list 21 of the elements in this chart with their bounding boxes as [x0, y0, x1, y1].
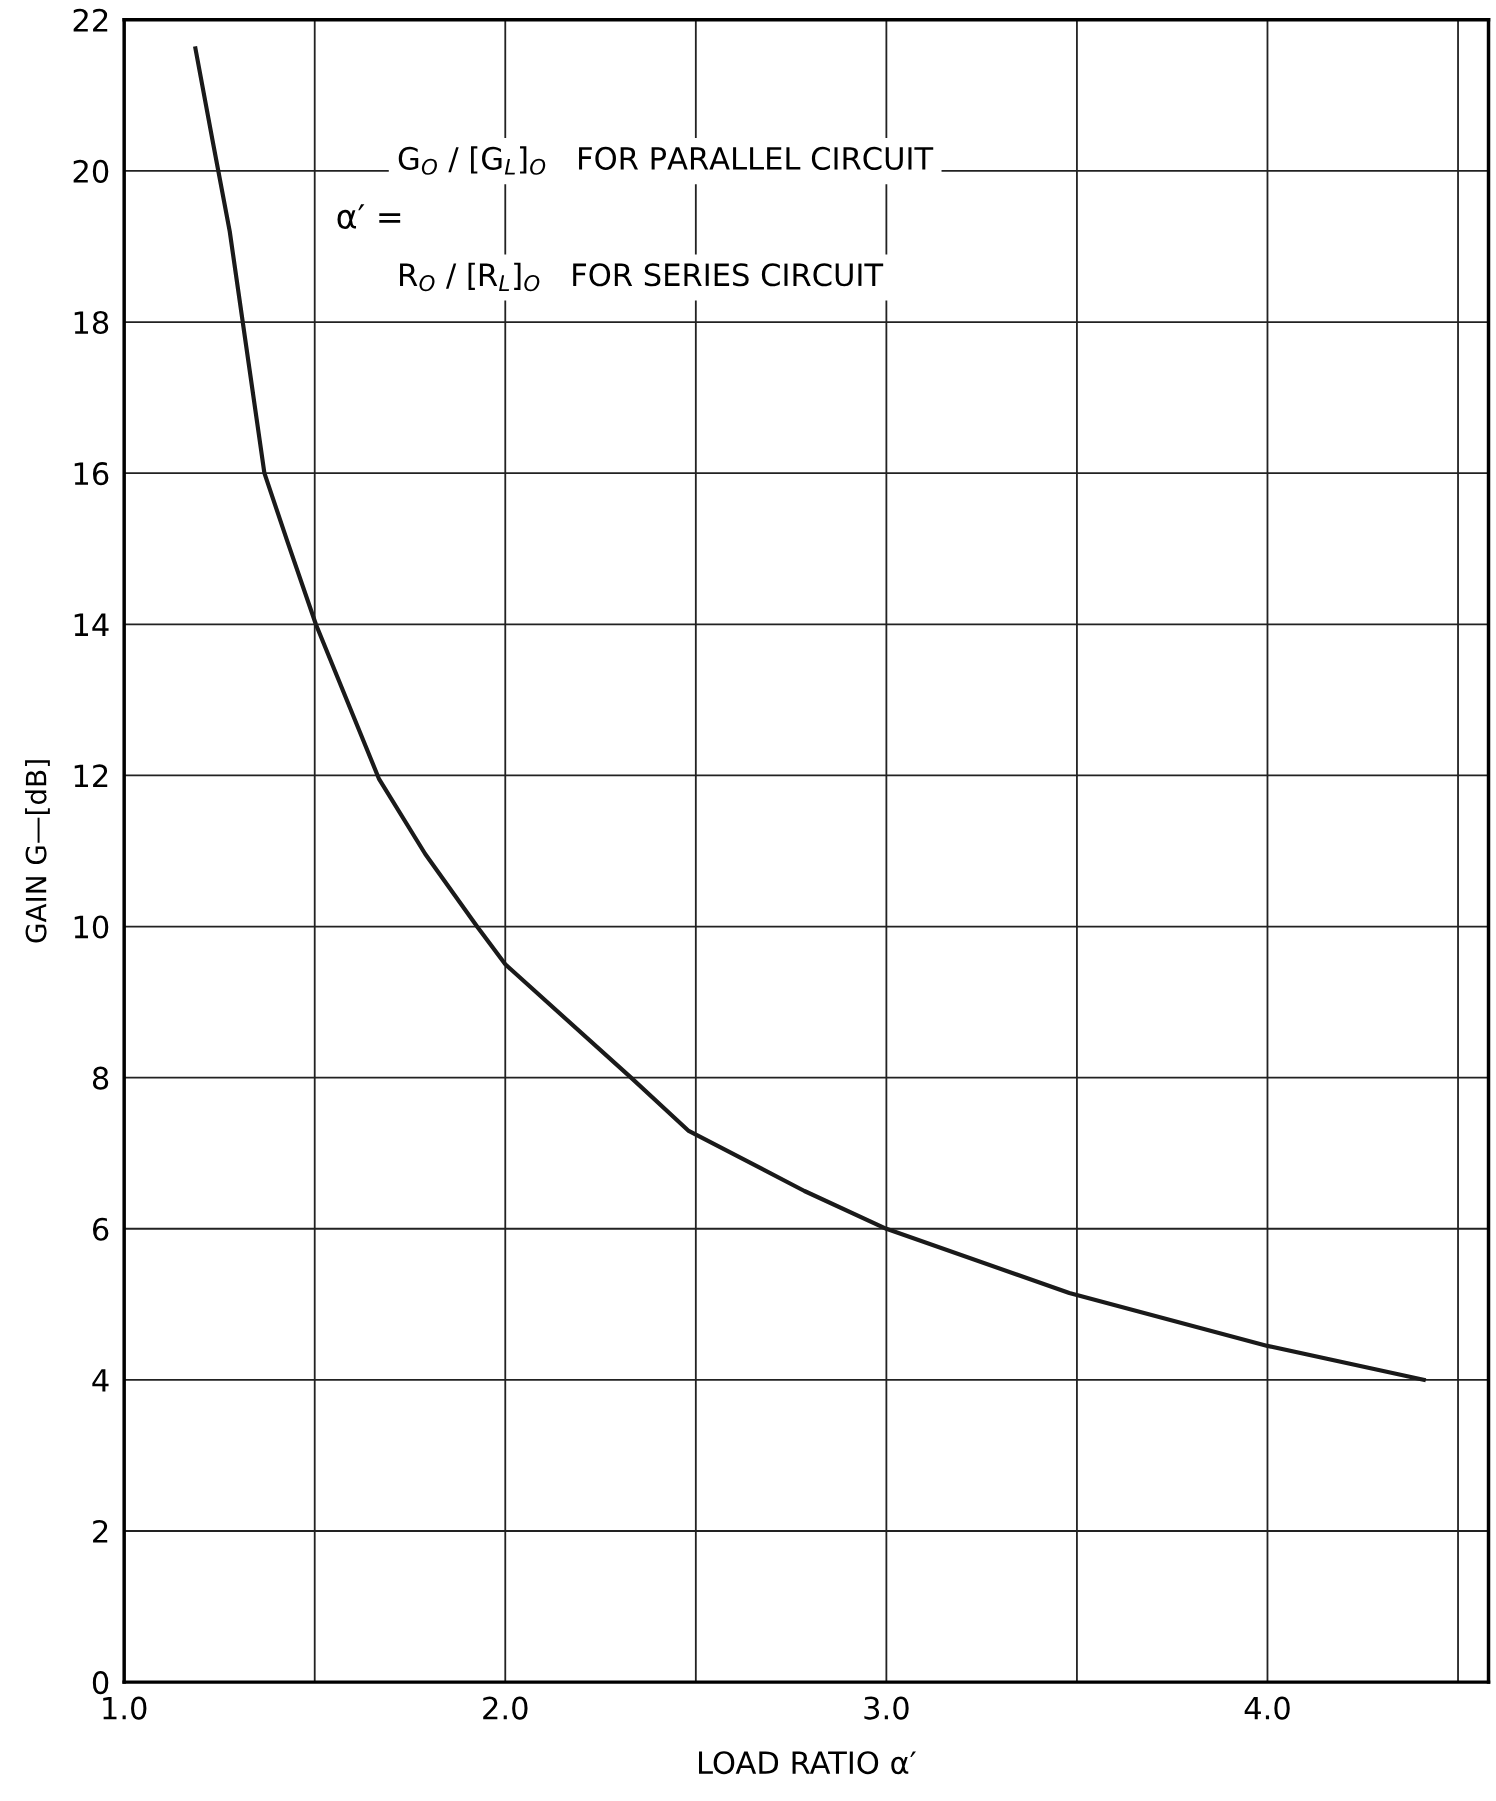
y-tick-label: 8 — [92, 1066, 109, 1090]
y-tick-label: 20 — [73, 159, 109, 183]
text: G$_{O}$ / [G$_{L}$]$_{O}$ FOR PARALLEL CIRCUIT — [398, 146, 934, 175]
y-tick-label: 4 — [92, 1369, 109, 1392]
x-tick-label: 4.0 — [1244, 1696, 1290, 1720]
y-tick-label: 10 — [74, 915, 109, 939]
x-tick-label: 3.0 — [864, 1696, 909, 1720]
y-tick-label: 22 — [73, 8, 108, 32]
y-axis-title: GAIN G—[dB] — [25, 760, 50, 943]
y-tick-label: 14 — [74, 613, 109, 636]
x-axis-title: LOAD RATIO α′ — [699, 1751, 916, 1775]
y-tick-label: 6 — [92, 1217, 109, 1241]
annotation: α′ = — [337, 204, 401, 229]
y-tick-label: 16 — [74, 462, 109, 486]
y-tick-label: 0 — [92, 1671, 109, 1695]
text: R$_{O}$ / [R$_{L}$]$_{O}$ FOR SERIES CIRCUIT — [400, 262, 884, 292]
x-tick-label: 1.0 — [103, 1696, 147, 1720]
y-tick-label: 12 — [74, 764, 108, 788]
y-tick-label: 2 — [93, 1519, 108, 1543]
y-tick-label: 18 — [74, 310, 109, 335]
x-tick-label: 2.0 — [483, 1696, 528, 1720]
